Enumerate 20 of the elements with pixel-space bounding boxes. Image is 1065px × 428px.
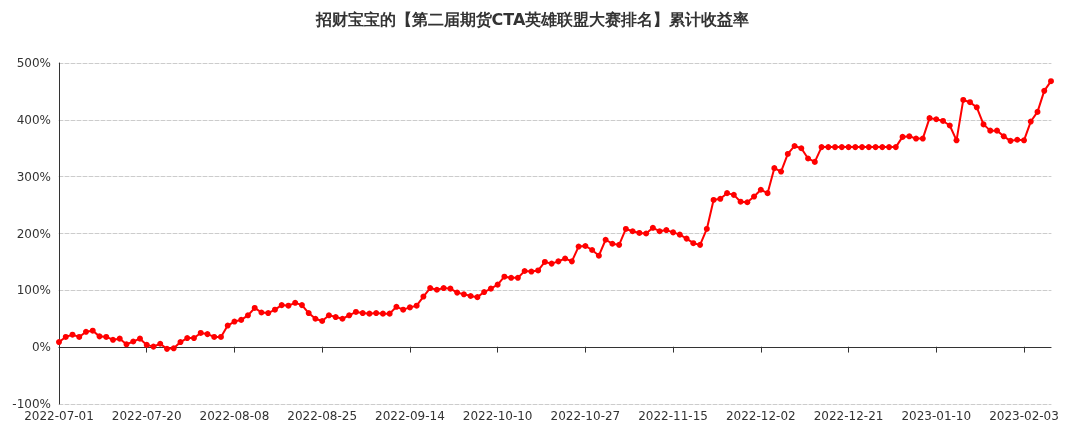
x-tick-label: 2022-10-27 [550,409,621,423]
x-tick-label: 2023-02-03 [989,409,1059,423]
x-tick-label: 2022-12-21 [813,409,884,423]
x-tick-label: 2022-07-20 [111,409,182,423]
x-tick-label: 2022-07-01 [24,409,94,423]
x-tick-label: 2022-11-15 [638,409,708,423]
y-tick-label: -100% [12,397,51,411]
x-tick-label: 2022-09-14 [375,409,445,423]
x-tick-label: 2023-01-10 [901,409,972,423]
y-tick-label: 500% [16,56,51,70]
chart-title: 招财宝宝的【第二届期货CTA英雄联盟大赛排名】累计收益率 [314,9,750,29]
x-tick-label: 2022-10-10 [462,409,533,423]
y-tick-label: 300% [16,169,51,184]
x-tick-label: 2022-12-02 [725,409,796,423]
y-tick-label: 0% [31,340,51,355]
y-tick-label: 200% [16,226,51,241]
y-tick-label: 100% [16,283,51,298]
x-tick-label: 2022-08-25 [287,409,358,423]
y-tick-label: 400% [16,112,51,127]
x-tick-label: 2022-08-08 [199,409,270,423]
